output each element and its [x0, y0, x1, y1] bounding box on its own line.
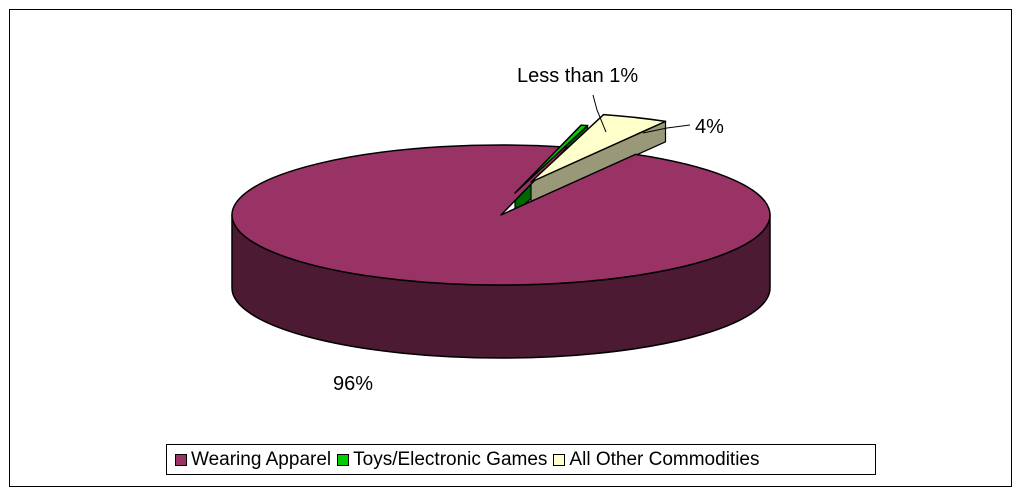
- legend-swatch-wearing-apparel: [175, 453, 187, 466]
- legend-item-all-other-commodities: All Other Commodities: [553, 449, 759, 471]
- legend-swatch-all-other-commodities: [553, 453, 566, 466]
- legend-label-wearing-apparel: Wearing Apparel: [191, 448, 332, 470]
- legend: Wearing Apparel Toys/Electronic Games Al…: [166, 444, 876, 475]
- leader-line-toys-electronic-games: [592, 94, 607, 133]
- data-label-all-other-commodities: 4%: [695, 116, 724, 138]
- legend-item-toys-electronic-games: Toys/Electronic Games: [337, 449, 547, 471]
- legend-label-toys-electronic-games: Toys/Electronic Games: [353, 448, 548, 470]
- pie-slice-toys-electronic-games: [514, 124, 589, 194]
- legend-label-all-other-commodities: All Other Commodities: [569, 448, 760, 470]
- pie-slice-all-other-commodities: [530, 113, 667, 183]
- legend-item-wearing-apparel: Wearing Apparel: [175, 449, 331, 471]
- data-label-wearing-apparel: 96%: [333, 373, 373, 395]
- legend-swatch-toys-electronic-games: [337, 453, 350, 466]
- pie-slice-wearing-apparel: [231, 144, 771, 286]
- data-label-toys-electronic-games: Less than 1%: [517, 65, 638, 87]
- leader-line-all-other-commodities: [642, 124, 691, 134]
